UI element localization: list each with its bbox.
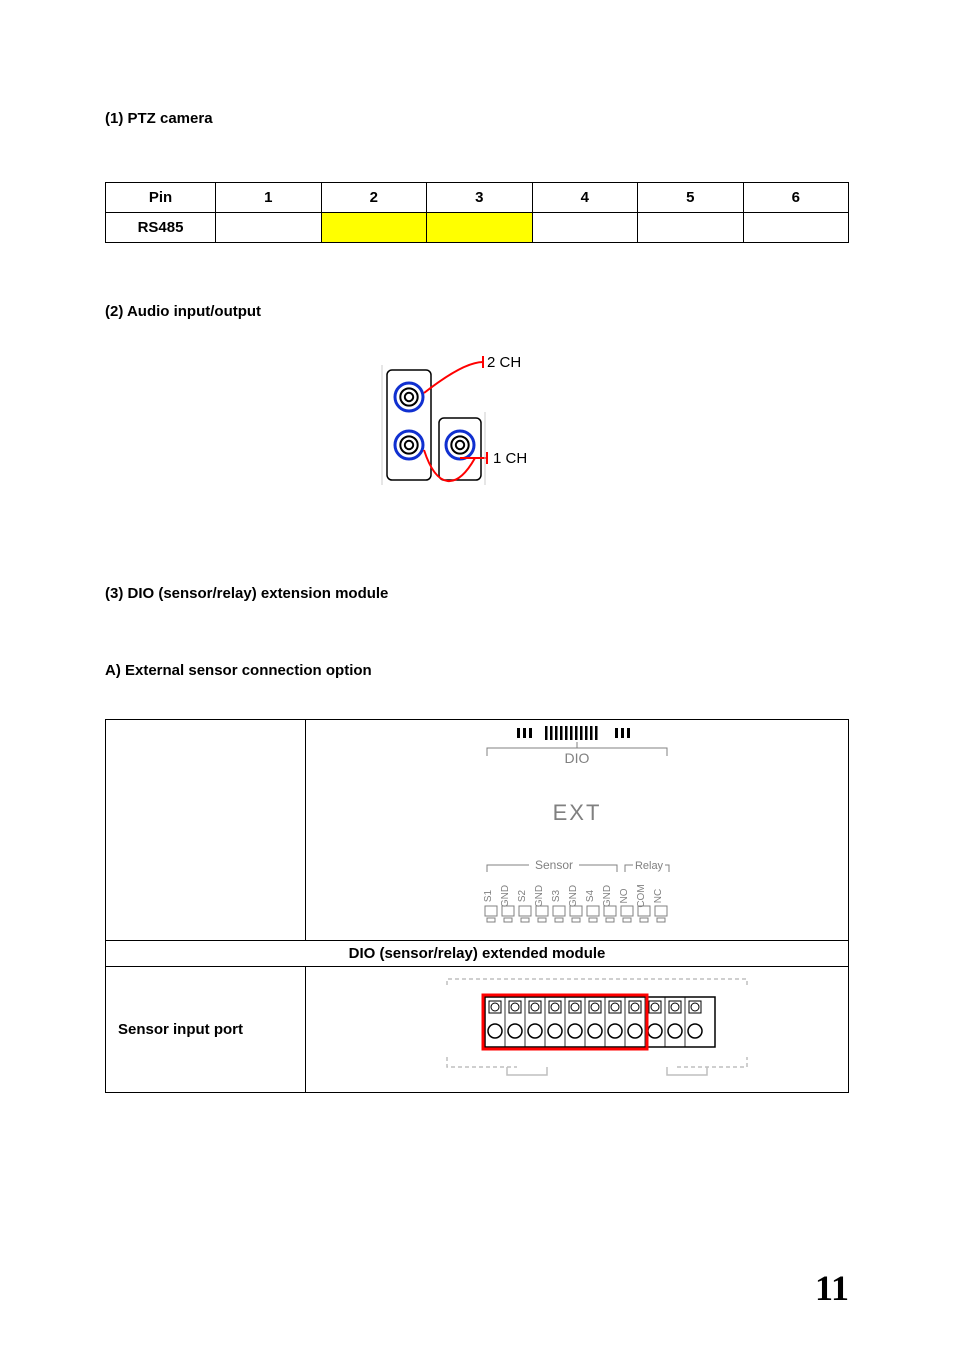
rs485-rowhead: RS485 xyxy=(106,213,216,243)
pin-header-3: 3 xyxy=(427,183,533,213)
svg-text:EXT: EXT xyxy=(553,800,602,825)
dio-module-svg: DIO EXT Sensor Relay S1 GND S2 GND S3 GND S4 GND NO C… xyxy=(317,720,837,935)
dio-module-label: DIO (sensor/relay) extended module xyxy=(106,941,849,967)
rs485-cell-6 xyxy=(743,213,849,243)
section2-title: (2) Audio input/output xyxy=(105,303,849,320)
sensor-port-label: Sensor input port xyxy=(106,967,306,1093)
svg-text:S4: S4 xyxy=(585,889,596,902)
audio-diagram: 2 CH 1 CH xyxy=(105,350,849,525)
pin-header-0: Pin xyxy=(106,183,216,213)
sensor-port-svg xyxy=(317,967,837,1087)
svg-text:GND: GND xyxy=(500,885,511,907)
pin-table-header-row: Pin 1 2 3 4 5 6 xyxy=(106,183,849,213)
rs485-cell-3 xyxy=(427,213,533,243)
svg-text:COM: COM xyxy=(636,884,647,907)
pin-header-6: 6 xyxy=(743,183,849,213)
svg-text:S2: S2 xyxy=(517,889,528,902)
pin-table-rs485-row: RS485 xyxy=(106,213,849,243)
dio-label-row: DIO (sensor/relay) extended module xyxy=(106,941,849,967)
sensor-port-cell xyxy=(306,967,849,1093)
svg-text:2 CH: 2 CH xyxy=(487,354,521,371)
page: (1) PTZ camera Pin 1 2 3 4 5 6 RS485 (2)… xyxy=(0,0,954,1349)
svg-text:GND: GND xyxy=(602,885,613,907)
svg-text:NC: NC xyxy=(653,889,664,903)
pin-header-2: 2 xyxy=(321,183,427,213)
rs485-cell-5 xyxy=(638,213,744,243)
sensor-port-row: Sensor input port xyxy=(106,967,849,1093)
dio-module-cell: DIO EXT Sensor Relay S1 GND S2 GND S3 GND S4 GND NO C… xyxy=(306,720,849,941)
svg-text:DIO: DIO xyxy=(565,750,590,766)
pin-header-1: 1 xyxy=(216,183,322,213)
section3-title: (3) DIO (sensor/relay) extension module xyxy=(105,585,849,602)
pin-table: Pin 1 2 3 4 5 6 RS485 xyxy=(105,182,849,243)
rs485-cell-2 xyxy=(321,213,427,243)
page-number: 11 xyxy=(815,1267,849,1309)
svg-text:S3: S3 xyxy=(551,889,562,902)
svg-text:GND: GND xyxy=(568,885,579,907)
rs485-cell-4 xyxy=(532,213,638,243)
rs485-cell-1 xyxy=(216,213,322,243)
svg-text:GND: GND xyxy=(534,885,545,907)
svg-text:Sensor: Sensor xyxy=(535,858,573,872)
svg-text:1 CH: 1 CH xyxy=(493,450,527,467)
pin-header-5: 5 xyxy=(638,183,744,213)
svg-text:Relay: Relay xyxy=(635,860,664,872)
dio-table: DIO EXT Sensor Relay S1 GND S2 GND S3 GND S4 GND NO C… xyxy=(105,719,849,1093)
dio-top-row: DIO EXT Sensor Relay S1 GND S2 GND S3 GND S4 GND NO C… xyxy=(106,720,849,941)
audio-svg: 2 CH 1 CH xyxy=(377,350,577,525)
dio-top-left-empty xyxy=(106,720,306,941)
section3-subA: A) External sensor connection option xyxy=(105,662,849,679)
section1-title: (1) PTZ camera xyxy=(105,110,849,127)
pin-header-4: 4 xyxy=(532,183,638,213)
svg-text:S1: S1 xyxy=(483,889,494,902)
svg-text:NO: NO xyxy=(619,888,630,903)
